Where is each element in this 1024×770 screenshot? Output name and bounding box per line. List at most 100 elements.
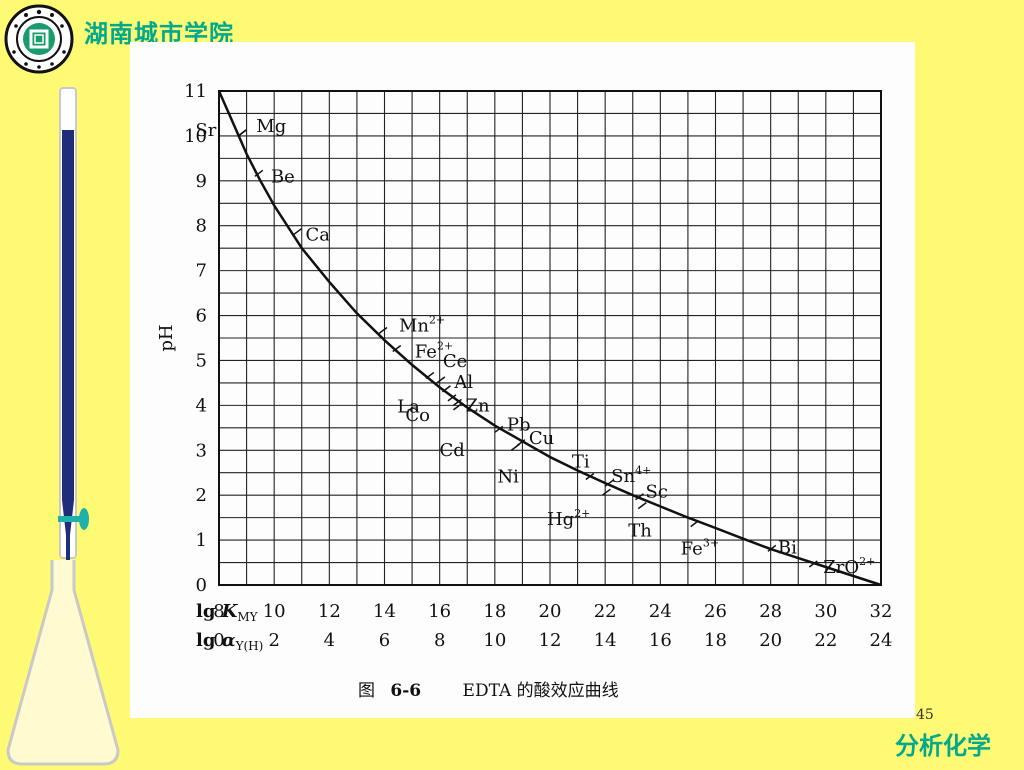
ion-label: Fe2+ <box>415 339 453 362</box>
ion-label: Ni <box>497 466 519 487</box>
ion-label: Hg2+ <box>547 507 590 530</box>
x-tick-label: 16 <box>649 630 672 651</box>
ion-label: Ce <box>443 351 467 372</box>
x-tick-label: 22 <box>594 601 617 622</box>
x-row-label: lg αY(H) <box>196 630 263 653</box>
ion-tick <box>237 129 247 137</box>
y-tick-label: 0 <box>196 575 207 596</box>
y-tick-label: 6 <box>196 306 207 327</box>
x-tick-label: 12 <box>318 601 341 622</box>
ion-label: Cu <box>529 428 554 449</box>
ion-label: Co <box>405 405 430 426</box>
x-tick-label: 2 <box>268 630 279 651</box>
ion-tick <box>690 520 700 528</box>
x-tick-label: 20 <box>539 601 562 622</box>
ion-label: Mg <box>256 116 286 137</box>
x-tick-label: 24 <box>649 601 672 622</box>
title-prefix: 图 <box>358 681 375 701</box>
x-tick-label: 14 <box>373 601 396 622</box>
x-tick-label: 4 <box>324 630 335 651</box>
ion-tick <box>441 385 451 393</box>
y-tick-labels: 0 1 2 3 4 5 6 7 8 9 10 11 <box>184 81 207 596</box>
y-tick-label: 10 <box>184 126 207 147</box>
ion-label: ZrO2+ <box>823 555 875 578</box>
x-tick-label: 32 <box>870 601 893 622</box>
x-tick-label: 24 <box>870 630 893 651</box>
x-tick-label: 8 <box>434 630 445 651</box>
x-tick-label: 28 <box>759 601 782 622</box>
ion-label: Zn <box>465 395 490 416</box>
ion-label: Sc <box>646 482 668 503</box>
x-tick-label: 18 <box>704 630 727 651</box>
ion-tick <box>808 560 818 568</box>
page-number: 45 <box>916 707 934 723</box>
ion-tick <box>425 371 435 380</box>
y-tick-label: 4 <box>196 395 207 416</box>
x-tick-label: 10 <box>483 630 506 651</box>
x-tick-label: 10 <box>263 601 286 622</box>
x-row-labels: lg KMY lg αY(H) <box>196 601 263 653</box>
y-tick-label: 7 <box>196 261 207 282</box>
y-tick-label: 1 <box>196 530 207 551</box>
ion-tick <box>254 169 264 177</box>
title-number: 6-6 <box>390 681 421 701</box>
ion-tick <box>453 403 462 411</box>
ion-label: Pb <box>507 414 531 435</box>
x-tick-label: 12 <box>539 630 562 651</box>
ion-tick <box>767 544 777 552</box>
ion-label: Fe3+ <box>681 537 719 560</box>
ion-label: La <box>397 396 420 417</box>
x-tick-label: 18 <box>483 601 506 622</box>
ion-tick <box>510 443 520 451</box>
x-tick-label: 14 <box>594 630 617 651</box>
x-tick-label: 20 <box>759 630 782 651</box>
university-seal-icon <box>4 4 74 74</box>
ion-label: Cd <box>439 440 464 461</box>
y-tick-label: 5 <box>196 350 207 371</box>
chart-title: 图 6-6 EDTA 的酸效应曲线 <box>358 681 619 701</box>
ion-tick <box>436 376 446 384</box>
ion-tick <box>637 502 647 510</box>
ion-tick <box>494 425 504 433</box>
ion-label: Sn4+ <box>611 464 651 487</box>
x-tick-label: 0 <box>213 630 224 651</box>
ion-tick <box>293 228 302 236</box>
ion-tick <box>392 344 402 353</box>
ion-tick <box>585 472 595 481</box>
x-tick-label: 26 <box>704 601 727 622</box>
subject-name: 分析化学 <box>895 732 991 760</box>
y-tick-label: 3 <box>196 440 207 461</box>
ion-tick <box>453 398 462 406</box>
title-text: EDTA 的酸效应曲线 <box>463 681 619 701</box>
y-tick-label: 2 <box>196 485 207 506</box>
y-tick-label: 9 <box>196 171 207 192</box>
y-tick-label: 11 <box>184 81 207 102</box>
y-axis-label: pH <box>156 324 177 351</box>
x-row-label: lg KMY <box>196 601 259 624</box>
x-tick-label: 30 <box>814 601 837 622</box>
ion-label: Be <box>271 166 295 187</box>
ion-label: Th <box>628 521 652 542</box>
plot-frame <box>218 90 882 586</box>
ion-label: Mn2+ <box>399 314 445 337</box>
ion-tick <box>635 493 644 501</box>
ion-label: Bi <box>778 537 797 558</box>
ion-tick <box>447 394 457 402</box>
ion-tick <box>604 479 614 487</box>
ion-label: Ca <box>305 225 330 246</box>
x-tick-label: 16 <box>428 601 451 622</box>
ion-label: Sr <box>195 120 216 141</box>
x-tick-label: 6 <box>379 630 390 651</box>
ion-label: Al <box>453 372 473 393</box>
x-tick-labels: 8 10 12 14 16 18 20 22 24 26 28 30 320 2 4 6 8 10 12 14 16 18… <box>213 601 892 651</box>
ion-label: Ti <box>572 451 590 472</box>
ion-tick <box>378 326 388 335</box>
y-tick-label: 8 <box>196 216 207 237</box>
ion-tick <box>601 488 611 496</box>
x-tick-label: 22 <box>814 630 837 651</box>
edta-acid-effect-figure: 0 1 2 3 4 5 6 7 8 9 10 11 8 10 12 14 16 18 20 22 24 26 28 30 32… <box>130 42 915 718</box>
x-tick-label: 8 <box>213 601 224 622</box>
burette-and-flask-icon <box>6 87 120 766</box>
